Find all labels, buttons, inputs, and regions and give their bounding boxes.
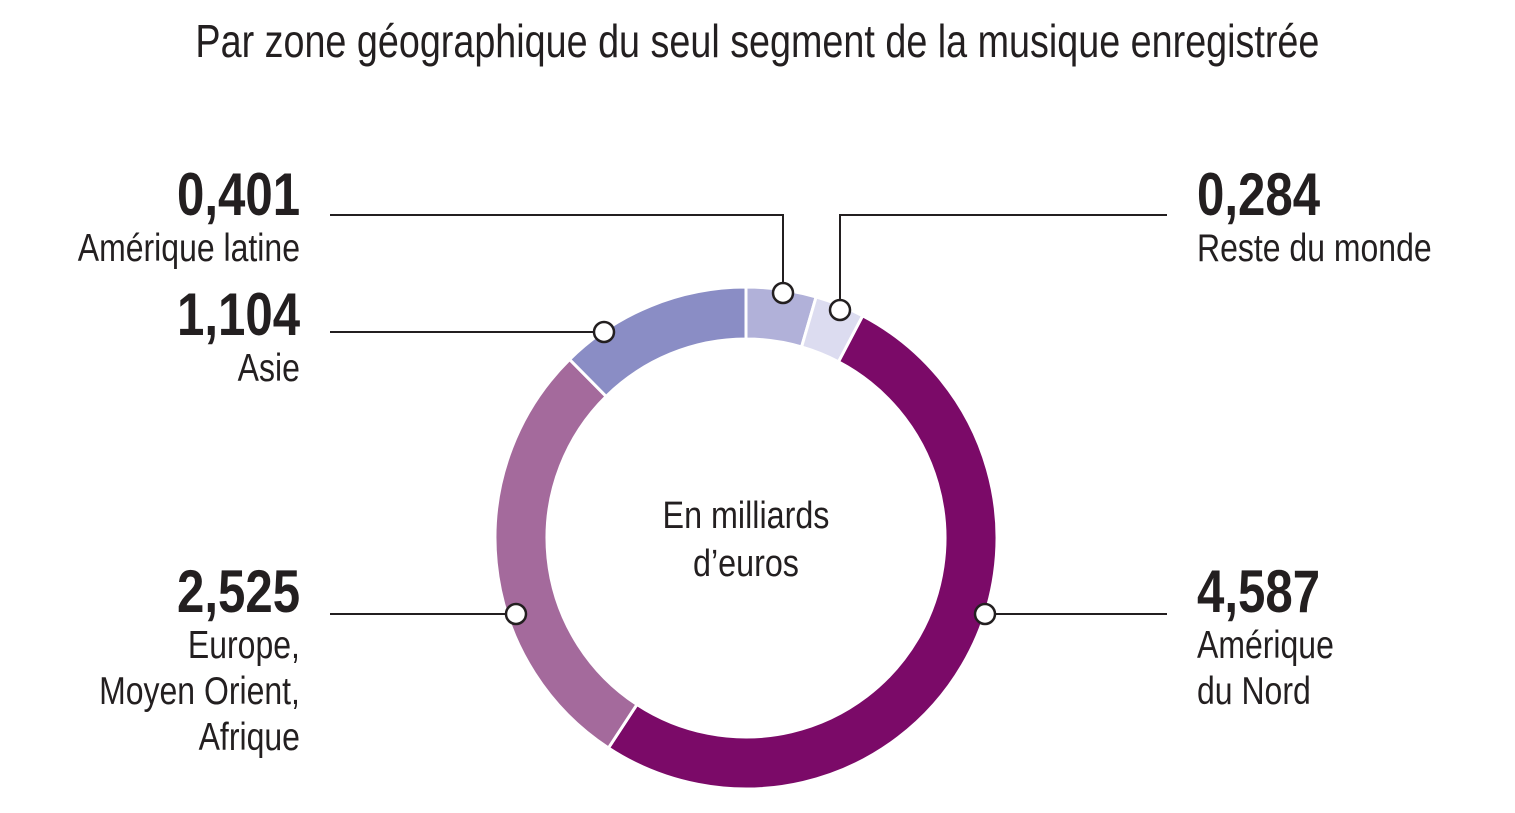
leader-dot bbox=[592, 320, 616, 344]
leader-dot bbox=[973, 602, 997, 626]
value-label: 0,401 bbox=[176, 161, 300, 228]
center-label: En milliards d’euros bbox=[662, 495, 830, 585]
category-label: Amérique du Nord bbox=[1197, 624, 1334, 713]
leader-line bbox=[839, 214, 1167, 310]
category-label: Europe, Moyen Orient, Afrique bbox=[99, 624, 300, 759]
value-label: 1,104 bbox=[176, 281, 300, 348]
value-label: 0,284 bbox=[1197, 161, 1321, 228]
donut-slice bbox=[567, 285, 748, 399]
leaders bbox=[330, 214, 1167, 626]
leader-dot bbox=[771, 281, 795, 305]
category-label: Amérique latine bbox=[77, 227, 300, 270]
donut-slice bbox=[606, 313, 999, 791]
value-label: 4,587 bbox=[1197, 558, 1321, 625]
category-label: Reste du monde bbox=[1197, 227, 1432, 270]
leader-line bbox=[330, 214, 784, 293]
chart-title: Par zone géographique du seul segment de… bbox=[195, 15, 1320, 67]
leader-dot bbox=[828, 298, 852, 322]
leader-dot bbox=[504, 602, 528, 626]
category-label: Asie bbox=[237, 347, 300, 390]
value-label: 2,525 bbox=[176, 558, 300, 625]
